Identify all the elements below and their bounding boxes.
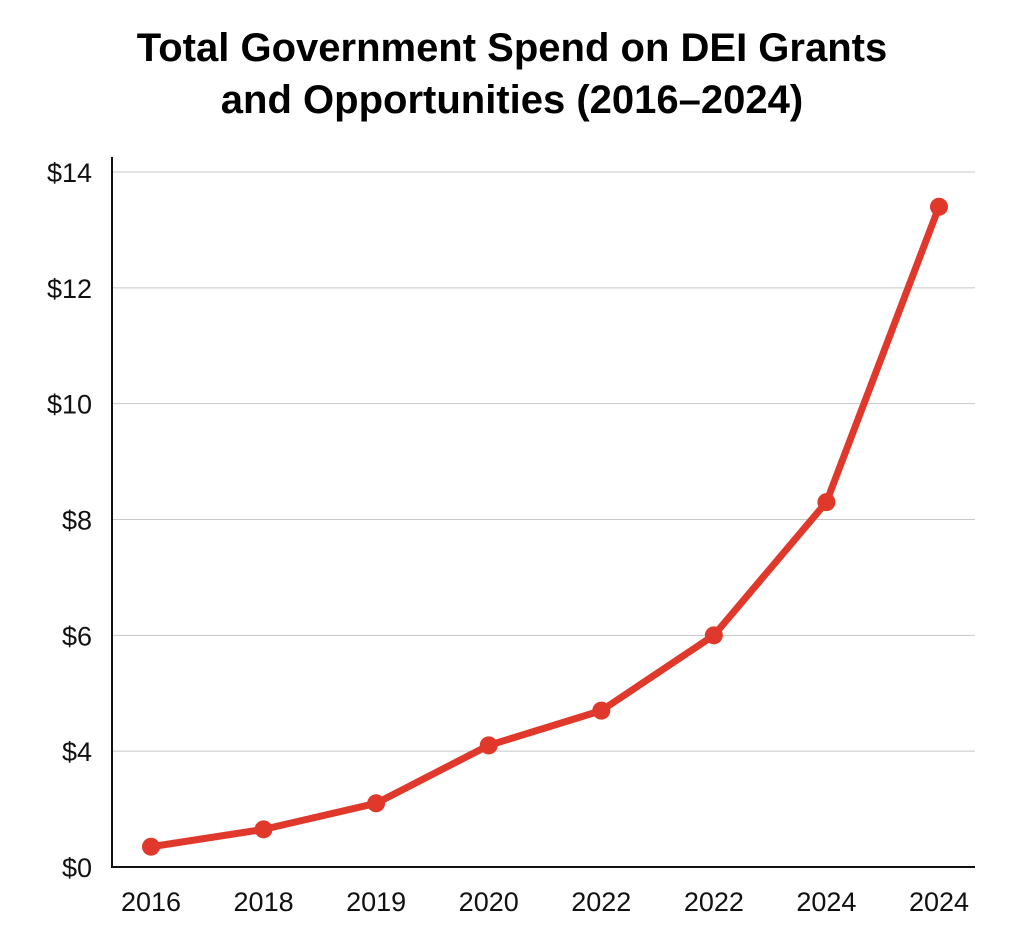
data-point	[479, 736, 498, 755]
chart-title: Total Government Spend on DEI Grants and…	[0, 22, 1024, 126]
data-point	[592, 701, 611, 720]
data-point	[142, 837, 160, 856]
data-point	[930, 197, 948, 216]
y-tick-label: $8	[62, 506, 92, 536]
x-tick-label: 2024	[796, 887, 856, 917]
x-tick-label: 2019	[346, 887, 406, 917]
chart-title-line-1: Total Government Spend on DEI Grants	[136, 26, 888, 70]
x-tick-label: 2016	[121, 887, 181, 917]
y-tick-label: $6	[62, 621, 92, 651]
x-tick-label: 2024	[909, 887, 969, 917]
y-tick-label: $0	[62, 853, 92, 883]
data-point	[704, 626, 723, 645]
x-tick-label: 2018	[234, 887, 294, 917]
data-point	[367, 794, 386, 813]
y-tick-label: $14	[47, 158, 92, 188]
data-point	[817, 493, 836, 512]
y-tick-label: $4	[62, 737, 92, 767]
y-tick-label: $12	[47, 274, 92, 304]
series-line	[147, 203, 943, 851]
data-point	[254, 820, 273, 839]
y-tick-label: $10	[47, 390, 92, 420]
x-tick-label: 2022	[684, 887, 744, 917]
x-tick-label: 2022	[571, 887, 631, 917]
chart-title-line-2: and Opportunities (2016–2024)	[220, 78, 804, 122]
x-tick-label: 2020	[459, 887, 519, 917]
